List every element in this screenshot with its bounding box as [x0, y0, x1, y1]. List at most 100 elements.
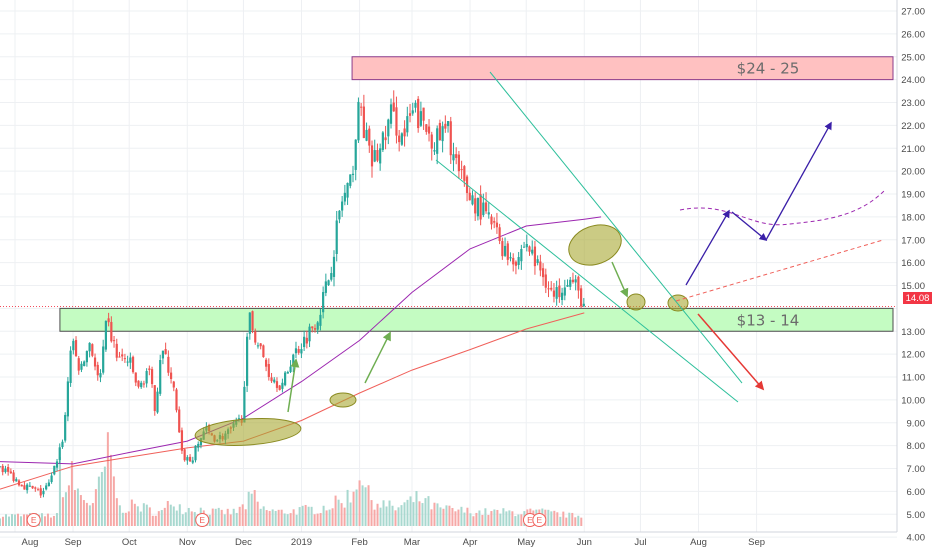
- volume-bar: [481, 514, 484, 526]
- volume-bar: [55, 513, 58, 526]
- candle-body: [1, 465, 4, 473]
- volume-bar: [550, 511, 553, 526]
- candle-body: [96, 364, 99, 376]
- candle-body: [536, 259, 539, 264]
- volume-bar: [487, 514, 490, 526]
- candle-body: [446, 121, 450, 127]
- candle-body: [31, 485, 34, 489]
- volume-bar: [136, 506, 139, 526]
- candle-body: [273, 379, 276, 383]
- price-tick-label: 10.00: [901, 395, 925, 406]
- candle-body: [560, 292, 564, 300]
- candle-body: [300, 349, 303, 354]
- candle-body: [452, 154, 455, 161]
- volume-bar: [454, 511, 457, 526]
- volume-bar: [127, 511, 130, 526]
- candle-body: [148, 368, 151, 370]
- volume-bar: [331, 508, 334, 526]
- volume-bar: [382, 500, 385, 526]
- candle-body: [256, 345, 260, 347]
- volume-bar: [280, 509, 283, 526]
- volume-bar: [322, 505, 325, 526]
- volume-bar: [373, 509, 376, 526]
- volume-bar: [502, 508, 505, 526]
- candle-body: [528, 246, 531, 252]
- candle-body: [259, 343, 262, 347]
- candle-body: [365, 129, 368, 141]
- candle-body: [381, 132, 384, 150]
- volume-bar: [556, 512, 559, 526]
- candle-body: [482, 202, 485, 216]
- price-tick-label: 26.00: [901, 29, 925, 40]
- candle-body: [582, 303, 585, 307]
- candle-body: [294, 348, 298, 354]
- time-tick-label: Nov: [179, 537, 196, 548]
- time-tick-label: 2019: [291, 537, 312, 548]
- candle-body: [194, 445, 197, 461]
- candle-body: [501, 241, 504, 257]
- volume-bar: [58, 457, 61, 526]
- zone-label: $24 - 25: [737, 60, 800, 78]
- price-tick-label: 23.00: [901, 98, 925, 109]
- volume-bar: [52, 515, 55, 526]
- bull-path-arrow: [685, 209, 730, 286]
- candle-body: [72, 340, 75, 351]
- candle-body: [455, 154, 458, 158]
- volume-bar: [406, 499, 409, 526]
- candle-body: [180, 430, 184, 451]
- candle-body: [191, 460, 194, 463]
- candle-body: [479, 194, 482, 220]
- price-zones: [0, 56, 897, 332]
- candle-body: [83, 361, 86, 367]
- candle-body: [395, 107, 398, 136]
- volume-bar: [7, 516, 10, 526]
- candle-body: [541, 268, 545, 278]
- candle-body: [430, 134, 433, 149]
- time-tick-label: Aug: [22, 537, 39, 548]
- volume-bar: [13, 514, 16, 526]
- volume-bar: [376, 503, 379, 526]
- projection-line: [675, 239, 884, 302]
- candle-body: [531, 249, 534, 254]
- volume-bar: [334, 495, 337, 526]
- volume-bar: [145, 504, 148, 526]
- volume-bar: [409, 496, 412, 526]
- candle-body: [460, 169, 463, 171]
- time-axis[interactable]: Aug Sep Oct Nov Dec 2019 Feb Mar Apr May Jun Jul Aug…: [0, 531, 897, 548]
- candle-body: [417, 98, 420, 129]
- volume-bar: [340, 503, 343, 526]
- volume-bar: [148, 507, 151, 526]
- candle-body: [495, 222, 499, 228]
- volume-bar: [187, 507, 190, 526]
- candle-body: [26, 484, 29, 491]
- volume-bar: [97, 476, 100, 526]
- candle-body: [525, 244, 528, 248]
- price-tick-label: 8.00: [907, 441, 926, 452]
- volume-bar: [403, 502, 406, 526]
- candle-body: [61, 441, 64, 448]
- volume-bar: [430, 509, 433, 526]
- candle-body: [47, 482, 50, 487]
- candle-body: [110, 321, 113, 342]
- volume-bar: [301, 505, 304, 526]
- candle-body: [107, 318, 110, 323]
- volume-bar: [124, 512, 127, 526]
- candle-body: [99, 373, 102, 378]
- candle-body: [563, 287, 566, 296]
- price-tick-label: 5.00: [907, 510, 926, 521]
- candle-body: [308, 326, 311, 342]
- candle-body: [544, 274, 547, 288]
- candle-body: [153, 385, 156, 412]
- candle-body: [569, 279, 572, 287]
- candle-body: [574, 279, 577, 283]
- price-axis[interactable]: 4.00 5.00 6.00 7.00 8.00 9.00 10.00 11.00 12.00 1…: [901, 7, 925, 544]
- price-tick-label: 17.00: [901, 235, 925, 246]
- candle-body: [53, 465, 56, 475]
- candle-body: [131, 356, 135, 373]
- volume-bar: [235, 512, 238, 526]
- time-tick-label: Jun: [577, 537, 592, 548]
- candle-body: [341, 201, 344, 211]
- volume-bar: [82, 500, 85, 526]
